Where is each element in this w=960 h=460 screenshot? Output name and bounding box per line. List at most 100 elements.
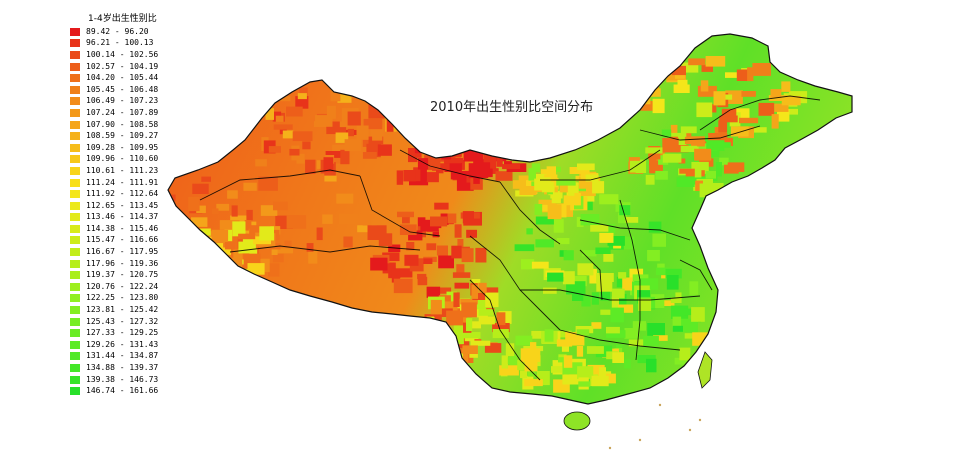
legend-label: 105.45 - 106.48 xyxy=(86,84,159,94)
legend-label: 109.96 - 110.60 xyxy=(86,154,159,164)
legend-swatch xyxy=(70,224,80,233)
legend-label: 111.24 - 111.91 xyxy=(86,177,159,187)
legend-label: 115.47 - 116.66 xyxy=(86,235,159,245)
legend-label: 122.25 - 123.80 xyxy=(86,293,159,303)
legend-item: 113.46 - 114.37 xyxy=(70,212,180,224)
legend-label: 119.37 - 120.75 xyxy=(86,270,159,280)
legend-item: 146.74 - 161.66 xyxy=(70,385,180,397)
legend-swatch xyxy=(70,317,80,326)
legend-swatch xyxy=(70,213,80,222)
legend-swatch xyxy=(70,271,80,280)
legend-item: 108.59 - 109.27 xyxy=(70,130,180,142)
legend-swatch xyxy=(70,190,80,199)
legend-label: 89.42 - 96.20 xyxy=(86,26,149,36)
legend-item: 110.61 - 111.23 xyxy=(70,165,180,177)
legend-label: 109.28 - 109.95 xyxy=(86,142,159,152)
legend-item: 112.65 - 113.45 xyxy=(70,200,180,212)
legend-label: 102.57 - 104.19 xyxy=(86,61,159,71)
legend-item: 123.81 - 125.42 xyxy=(70,304,180,316)
legend-swatch xyxy=(70,387,80,396)
legend-item: 102.57 - 104.19 xyxy=(70,61,180,73)
legend-item: 129.26 - 131.43 xyxy=(70,339,180,351)
legend-item: 111.24 - 111.91 xyxy=(70,177,180,189)
legend-label: 127.33 - 129.25 xyxy=(86,328,159,338)
legend-label: 125.43 - 127.32 xyxy=(86,316,159,326)
legend-item: 139.38 - 146.73 xyxy=(70,374,180,386)
legend-item: 109.28 - 109.95 xyxy=(70,142,180,154)
legend-swatch xyxy=(70,248,80,257)
legend: 1-4岁出生性别比 89.42 - 96.20 96.21 - 100.13 100… xyxy=(70,12,180,397)
legend-swatch xyxy=(70,375,80,384)
legend-label: 110.61 - 111.23 xyxy=(86,165,159,175)
legend-label: 129.26 - 131.43 xyxy=(86,339,159,349)
legend-label: 106.49 - 107.23 xyxy=(86,96,159,106)
map-regions xyxy=(168,34,852,404)
legend-item: 89.42 - 96.20 xyxy=(70,26,180,38)
legend-item: 122.25 - 123.80 xyxy=(70,293,180,305)
legend-swatch xyxy=(70,259,80,268)
legend-item: 117.96 - 119.36 xyxy=(70,258,180,270)
legend-label: 114.38 - 115.46 xyxy=(86,223,159,233)
legend-label: 116.67 - 117.95 xyxy=(86,247,159,257)
legend-swatch xyxy=(70,282,80,291)
legend-item: 131.44 - 134.87 xyxy=(70,351,180,363)
legend-label: 139.38 - 146.73 xyxy=(86,374,159,384)
legend-swatch xyxy=(70,329,80,338)
legend-item: 114.38 - 115.46 xyxy=(70,223,180,235)
legend-label: 96.21 - 100.13 xyxy=(86,38,154,48)
legend-label: 131.44 - 134.87 xyxy=(86,351,159,361)
legend-label: 123.81 - 125.42 xyxy=(86,305,159,315)
legend-label: 134.88 - 139.37 xyxy=(86,363,159,373)
legend-title: 1-4岁出生性别比 xyxy=(88,14,157,24)
legend-rows: 89.42 - 96.20 96.21 - 100.13 100.14 - 102.… xyxy=(70,26,180,397)
legend-item: 107.24 - 107.89 xyxy=(70,107,180,119)
legend-item: 111.92 - 112.64 xyxy=(70,188,180,200)
legend-swatch xyxy=(70,97,80,106)
legend-label: 117.96 - 119.36 xyxy=(86,258,159,268)
map-title: 2010年出生性别比空间分布 xyxy=(430,100,594,115)
legend-item: 107.90 - 108.58 xyxy=(70,119,180,131)
legend-item: 105.45 - 106.48 xyxy=(70,84,180,96)
legend-swatch xyxy=(70,364,80,373)
legend-item: 106.49 - 107.23 xyxy=(70,96,180,108)
legend-item: 119.37 - 120.75 xyxy=(70,269,180,281)
legend-swatch xyxy=(70,178,80,187)
legend-item: 109.96 - 110.60 xyxy=(70,154,180,166)
legend-label: 100.14 - 102.56 xyxy=(86,49,159,59)
legend-swatch xyxy=(70,62,80,71)
legend-item: 116.67 - 117.95 xyxy=(70,246,180,258)
legend-swatch xyxy=(70,74,80,83)
legend-swatch xyxy=(70,108,80,117)
legend-swatch xyxy=(70,132,80,141)
legend-swatch xyxy=(70,39,80,48)
legend-label: 146.74 - 161.66 xyxy=(86,386,159,396)
legend-swatch xyxy=(70,340,80,349)
legend-item: 125.43 - 127.32 xyxy=(70,316,180,328)
legend-label: 113.46 - 114.37 xyxy=(86,212,159,222)
legend-swatch xyxy=(70,236,80,245)
legend-swatch xyxy=(70,85,80,94)
legend-swatch xyxy=(70,306,80,315)
legend-swatch xyxy=(70,155,80,164)
legend-label: 104.20 - 105.44 xyxy=(86,73,159,83)
legend-swatch xyxy=(70,50,80,59)
legend-label: 107.90 - 108.58 xyxy=(86,119,159,129)
legend-swatch xyxy=(70,352,80,361)
legend-item: 104.20 - 105.44 xyxy=(70,72,180,84)
legend-label: 120.76 - 122.24 xyxy=(86,281,159,291)
legend-swatch xyxy=(70,166,80,175)
legend-swatch xyxy=(70,201,80,210)
legend-swatch xyxy=(70,120,80,129)
legend-item: 134.88 - 139.37 xyxy=(70,362,180,374)
legend-label: 111.92 - 112.64 xyxy=(86,189,159,199)
legend-label: 108.59 - 109.27 xyxy=(86,131,159,141)
legend-item: 120.76 - 122.24 xyxy=(70,281,180,293)
legend-swatch xyxy=(70,294,80,303)
legend-item: 100.14 - 102.56 xyxy=(70,49,180,61)
legend-item: 127.33 - 129.25 xyxy=(70,327,180,339)
legend-label: 112.65 - 113.45 xyxy=(86,200,159,210)
island-taiwan xyxy=(697,351,713,389)
legend-item: 115.47 - 116.66 xyxy=(70,235,180,247)
island-hainan xyxy=(563,411,591,431)
